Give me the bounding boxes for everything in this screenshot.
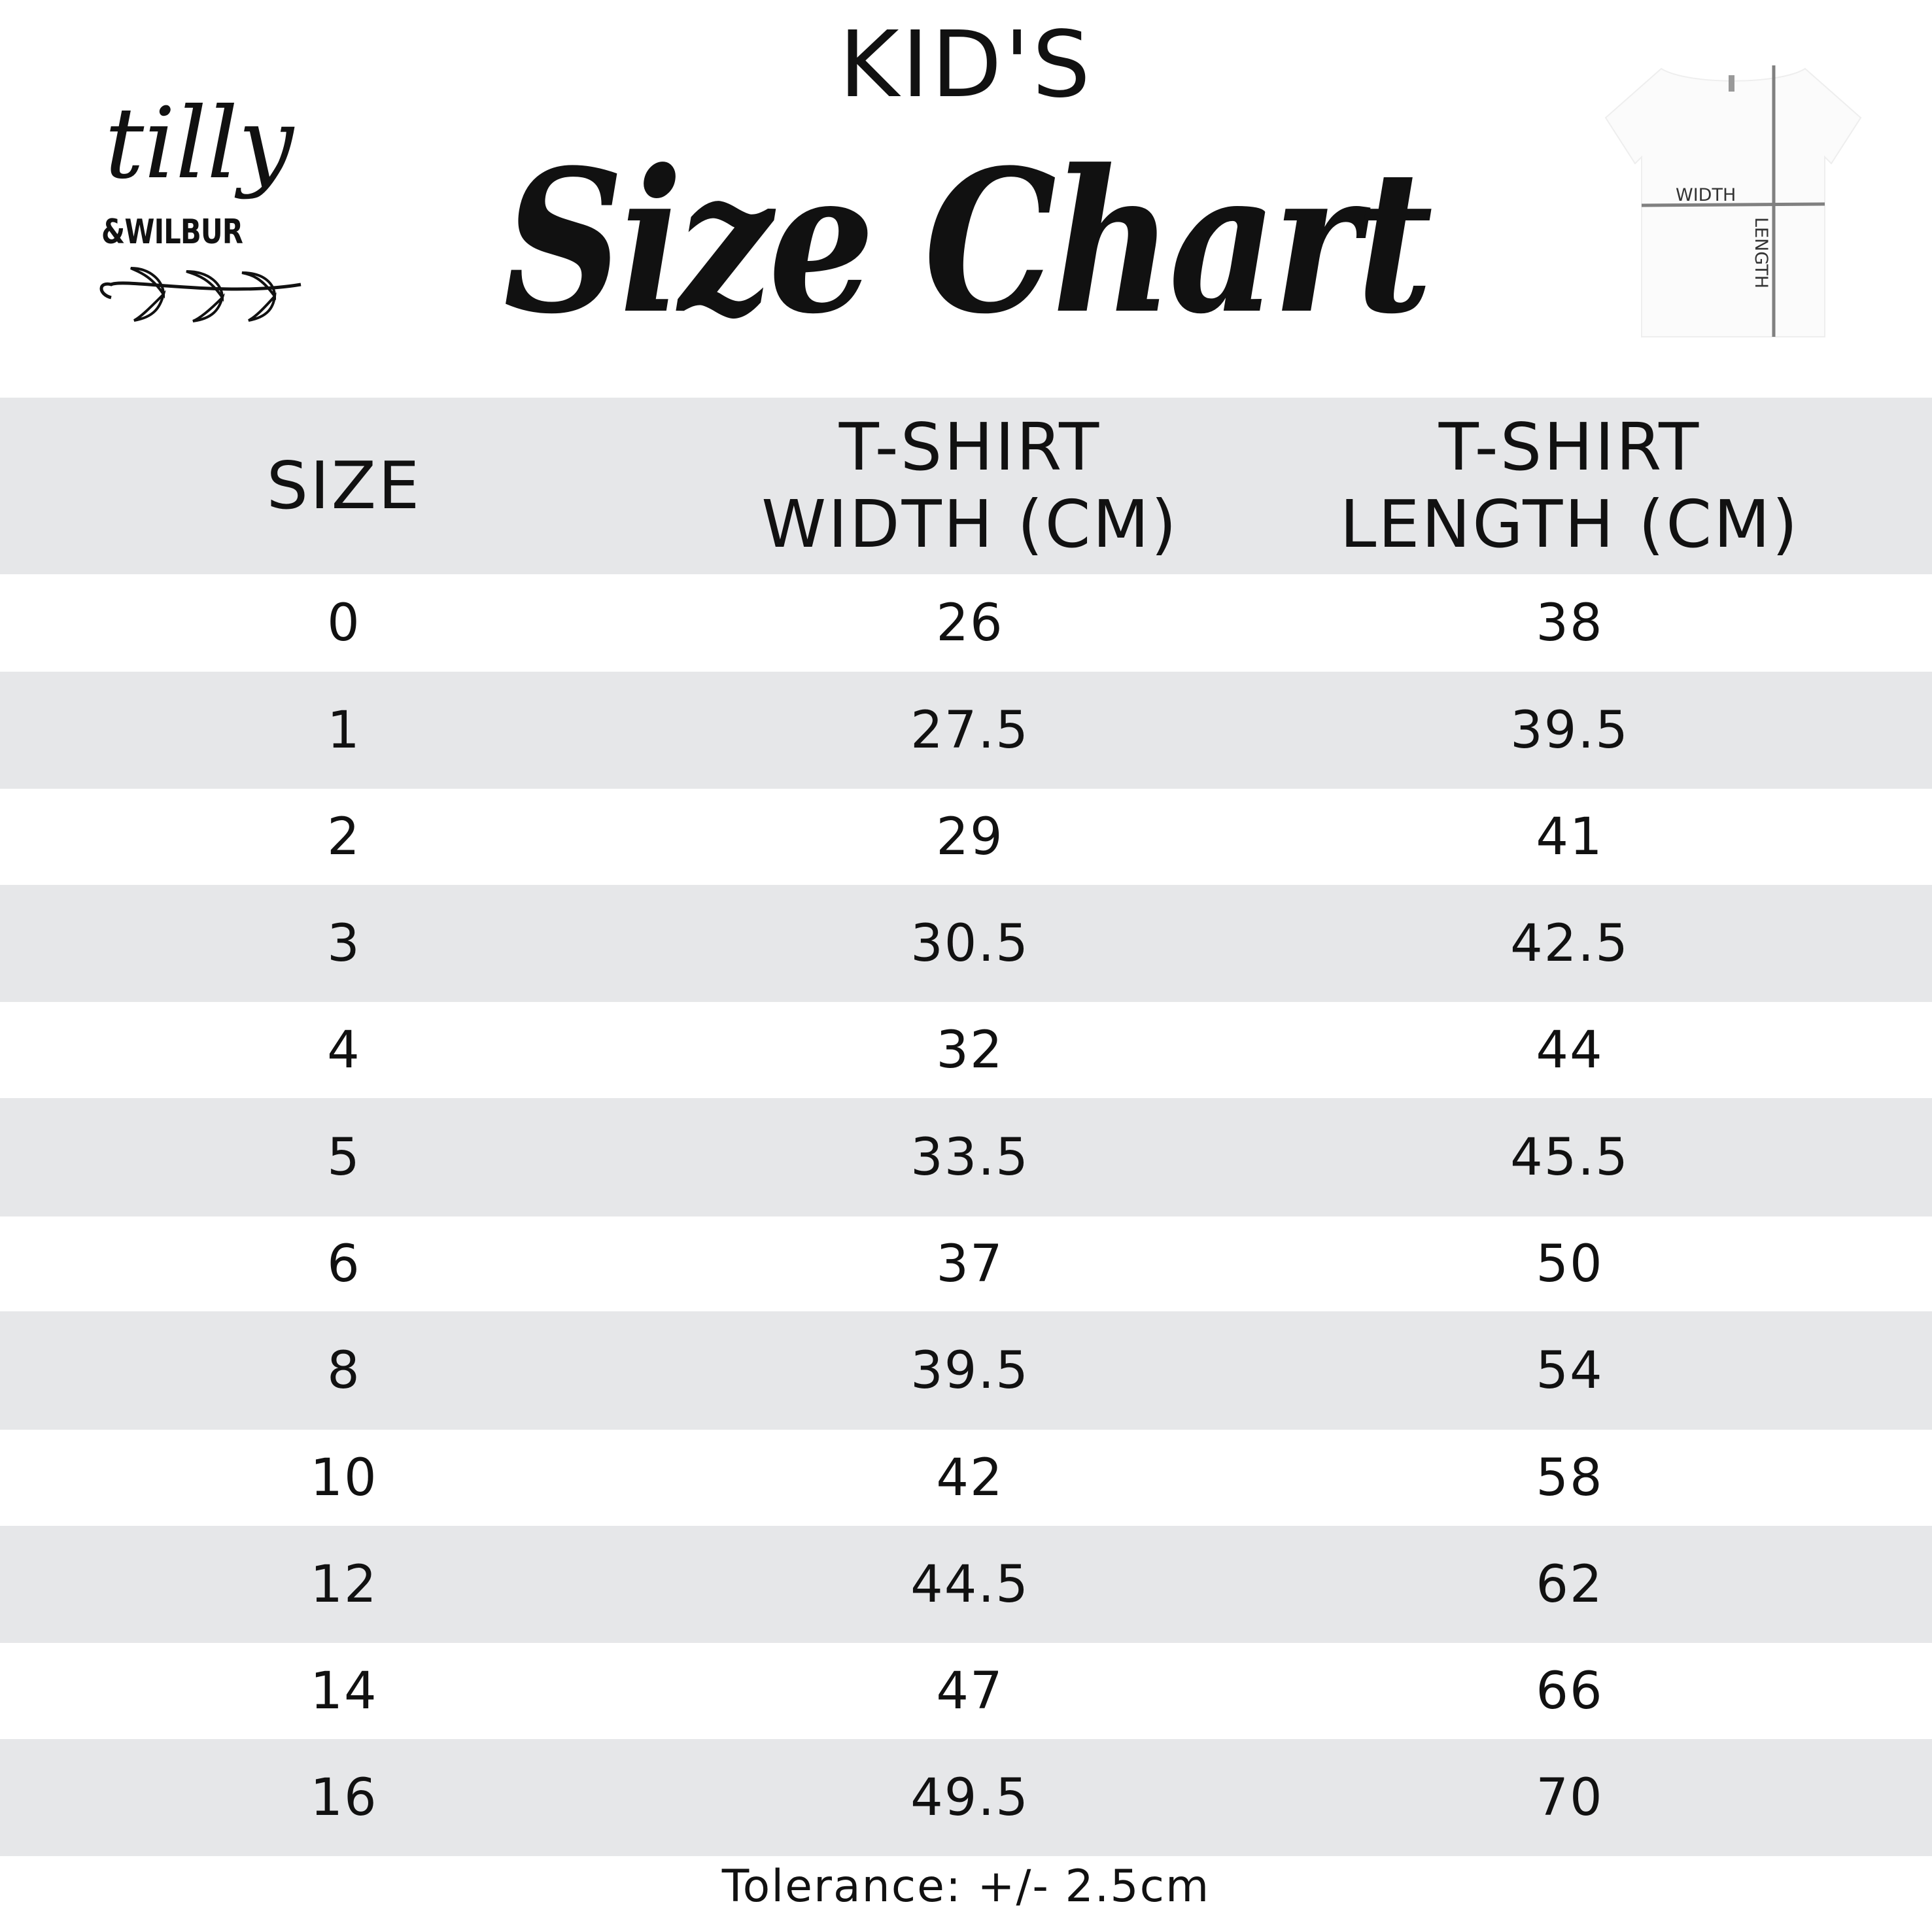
title-kicker: KID'S xyxy=(838,12,1094,118)
table-row: 0 26 38 xyxy=(0,574,1932,672)
cell-width: 27.5 xyxy=(910,700,1029,760)
cell-length: 62 xyxy=(1536,1555,1604,1614)
cell-width: 44.5 xyxy=(910,1555,1029,1614)
cell-width: 29 xyxy=(936,807,1004,867)
cell-length: 38 xyxy=(1536,593,1604,653)
cell-size: 4 xyxy=(327,1020,361,1080)
cell-length: 66 xyxy=(1536,1661,1604,1721)
cell-length: 70 xyxy=(1536,1768,1604,1827)
cell-size: 14 xyxy=(310,1661,378,1721)
cell-width: 26 xyxy=(936,593,1004,653)
cell-size: 1 xyxy=(327,700,361,760)
header-size: SIZE xyxy=(266,447,422,524)
cell-length: 58 xyxy=(1536,1448,1604,1508)
table-row: 3 30.5 42.5 xyxy=(0,885,1932,1002)
table-row: 12 44.5 62 xyxy=(0,1526,1932,1643)
length-label: LENGTH xyxy=(1751,217,1771,288)
brand-logo: tilly &WILBUR xyxy=(92,92,327,327)
cell-length: 39.5 xyxy=(1510,700,1629,760)
cell-size: 5 xyxy=(327,1128,361,1187)
cell-width: 30.5 xyxy=(910,914,1029,973)
table-row: 2 29 41 xyxy=(0,789,1932,885)
table-row: 14 47 66 xyxy=(0,1643,1932,1739)
cell-size: 10 xyxy=(310,1448,378,1508)
cell-length: 50 xyxy=(1536,1234,1604,1294)
cell-length: 44 xyxy=(1536,1020,1604,1080)
cell-length: 42.5 xyxy=(1510,914,1629,973)
page-title: Size Chart xyxy=(503,126,1433,357)
header-width: T-SHIRT WIDTH (CM) xyxy=(761,409,1179,562)
cell-width: 33.5 xyxy=(910,1128,1029,1187)
header-length: T-SHIRT LENGTH (CM) xyxy=(1339,409,1800,562)
cell-width: 32 xyxy=(936,1020,1004,1080)
leaf-branch-icon xyxy=(99,267,302,322)
table-row: 4 32 44 xyxy=(0,1002,1932,1098)
table-row: 6 37 50 xyxy=(0,1216,1932,1311)
table-header: SIZE T-SHIRT WIDTH (CM) T-SHIRT LENGTH (CM… xyxy=(0,398,1932,574)
cell-size: 12 xyxy=(310,1555,378,1614)
cell-width: 39.5 xyxy=(910,1341,1029,1400)
cell-size: 0 xyxy=(327,593,361,653)
table-row: 1 27.5 39.5 xyxy=(0,672,1932,789)
table-row: 10 42 58 xyxy=(0,1430,1932,1526)
width-label: WIDTH xyxy=(1676,185,1736,205)
cell-size: 8 xyxy=(327,1341,361,1400)
cell-size: 3 xyxy=(327,914,361,973)
table-row: 8 39.5 54 xyxy=(0,1311,1932,1430)
cell-size: 2 xyxy=(327,807,361,867)
cell-width: 37 xyxy=(936,1234,1004,1294)
table-row: 5 33.5 45.5 xyxy=(0,1098,1932,1216)
cell-size: 6 xyxy=(327,1234,361,1294)
cell-length: 54 xyxy=(1536,1341,1604,1400)
tshirt-measure-diagram: WIDTH LENGTH xyxy=(1570,65,1864,360)
cell-length: 45.5 xyxy=(1510,1128,1629,1187)
cell-size: 16 xyxy=(310,1768,378,1827)
cell-width: 49.5 xyxy=(910,1768,1029,1827)
cell-width: 47 xyxy=(936,1661,1004,1721)
cell-length: 41 xyxy=(1536,807,1604,867)
cell-width: 42 xyxy=(936,1448,1004,1508)
table-row: 16 49.5 70 xyxy=(0,1739,1932,1856)
tolerance-note: Tolerance: +/- 2.5cm xyxy=(721,1861,1211,1912)
